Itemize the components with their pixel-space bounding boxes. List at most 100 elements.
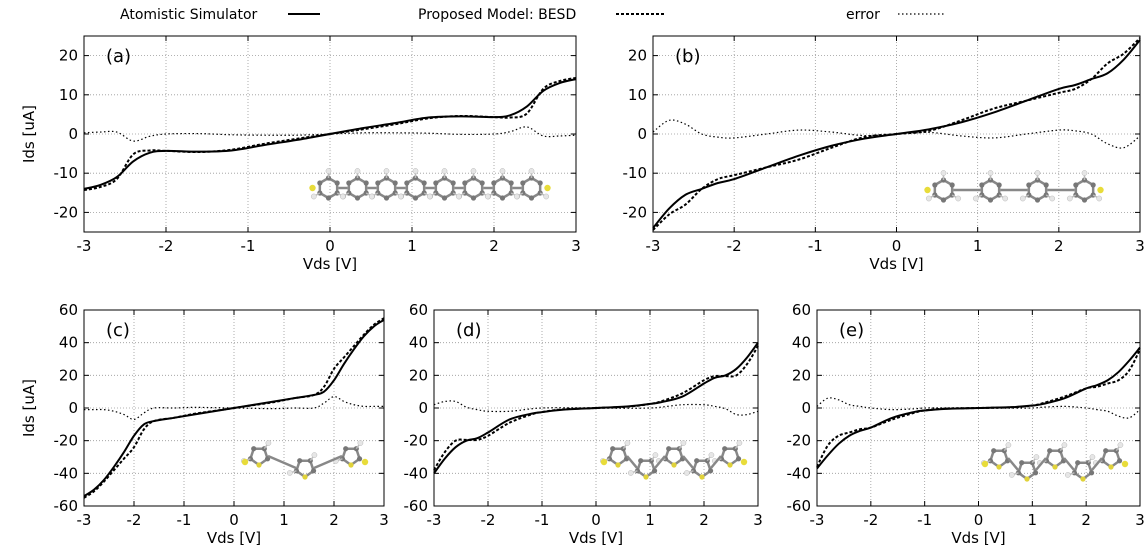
x-tick-label: -2 [127,511,142,529]
y-tick-label: 20 [59,366,78,384]
chart-panel-3: -3 -2 -1 0 1 2 3 -60 -40 -20 0 20 40 60 Vds [V] Ids [uA… [20,301,389,547]
chart-panel-4: -3 -2 -1 0 1 2 3 -60 -40 -20 0 20 40 60 Vds [V] (d) [404,301,763,547]
x-tick-label: -1 [535,511,550,529]
y-axis-label: Ids [uA] [20,105,38,163]
series-line-proposed-model-besd [83,317,385,499]
y-tick-label: -60 [787,497,812,515]
x-tick-label: -1 [917,511,932,529]
legend: Atomistic Simulator Proposed Model: BESD… [120,7,946,23]
molecule-illustration [240,440,369,480]
y-tick-label: 40 [59,334,78,352]
y-tick-label: 0 [801,399,811,417]
y-tick-label: -20 [404,432,429,450]
x-tick-label: -2 [727,237,742,255]
y-tick-label: -40 [787,464,812,482]
panel-label: (c) [106,320,130,341]
x-tick-label: -3 [646,237,661,255]
x-tick-label: 2 [699,511,709,529]
x-tick-label: -2 [481,511,496,529]
x-axis-label: Vds [V] [207,529,261,547]
molecule-illustration [924,170,1104,203]
x-tick-label: 0 [974,511,984,529]
x-axis-label: Vds [V] [303,255,357,273]
x-tick-label: -2 [159,237,174,255]
series-line-proposed-model-besd [83,76,577,192]
molecule-illustration [599,440,748,480]
series-line-proposed-model-besd [816,348,1141,468]
y-tick-label: -20 [787,432,812,450]
x-tick-label: 3 [1135,237,1145,255]
y-tick-label: 10 [59,86,78,104]
y-tick-label: 20 [628,47,647,65]
panel-label: (a) [106,46,131,67]
panel-label: (d) [456,320,481,341]
x-tick-label: 2 [1054,237,1064,255]
y-tick-label: -20 [623,203,648,221]
series-line-proposed-model-besd [433,345,759,471]
y-tick-label: 0 [68,125,78,143]
chart-panel-5: -3 -2 -1 0 1 2 3 -60 -40 -20 0 20 40 60 Vds [V] (e) [787,301,1145,547]
x-tick-label: 2 [329,511,339,529]
y-tick-label: -20 [54,432,79,450]
x-axis-label: Vds [V] [951,529,1005,547]
x-tick-label: 1 [407,237,417,255]
x-axis-label: Vds [V] [569,529,623,547]
series-line-error [816,397,1141,419]
y-tick-label: -20 [54,203,79,221]
y-tick-label: 60 [59,301,78,319]
x-tick-label: 1 [279,511,289,529]
x-tick-label: 3 [571,237,581,255]
x-tick-label: -3 [77,511,92,529]
y-tick-label: 10 [628,86,647,104]
y-tick-label: -10 [623,164,648,182]
y-tick-label: 20 [409,366,428,384]
x-tick-label: 1 [1028,511,1038,529]
x-tick-label: -3 [810,511,825,529]
x-tick-label: 3 [753,511,763,529]
y-tick-label: 0 [418,399,428,417]
y-tick-label: 40 [409,334,428,352]
x-tick-label: 3 [1135,511,1145,529]
x-tick-label: 1 [973,237,983,255]
y-tick-label: 0 [68,399,78,417]
y-axis-label: Ids [uA] [20,379,38,437]
x-tick-label: -1 [808,237,823,255]
y-tick-label: -40 [404,464,429,482]
x-tick-label: 0 [591,511,601,529]
y-tick-label: 40 [792,334,811,352]
x-axis-label: Vds [V] [869,255,923,273]
x-tick-label: 2 [489,237,499,255]
y-tick-label: -60 [404,497,429,515]
panel-label: (e) [839,320,864,341]
y-tick-label: 60 [792,301,811,319]
x-tick-label: 0 [892,237,902,255]
x-tick-label: -3 [427,511,442,529]
series-line-error [83,395,384,421]
series-line-atomistic-simulator [83,78,577,190]
series-line-error [652,119,1141,149]
y-tick-label: 0 [637,125,647,143]
x-tick-label: -1 [241,237,256,255]
x-tick-label: 0 [229,511,239,529]
molecule-illustration [980,442,1129,482]
y-tick-label: 20 [792,366,811,384]
y-tick-label: -40 [54,464,79,482]
x-tick-label: 3 [379,511,389,529]
y-tick-label: -10 [54,164,79,182]
legend-label-error: error [846,7,880,23]
x-tick-label: -2 [863,511,878,529]
legend-label-atomistic: Atomistic Simulator [120,7,258,23]
molecule-illustration [309,168,551,201]
x-tick-label: 0 [325,237,335,255]
y-tick-label: 60 [409,301,428,319]
series-line-error [83,126,577,142]
y-tick-label: -60 [54,497,79,515]
x-tick-label: 2 [1081,511,1091,529]
x-tick-label: 1 [645,511,655,529]
legend-label-model: Proposed Model: BESD [418,7,576,23]
y-tick-label: 20 [59,47,78,65]
x-tick-label: -1 [177,511,192,529]
